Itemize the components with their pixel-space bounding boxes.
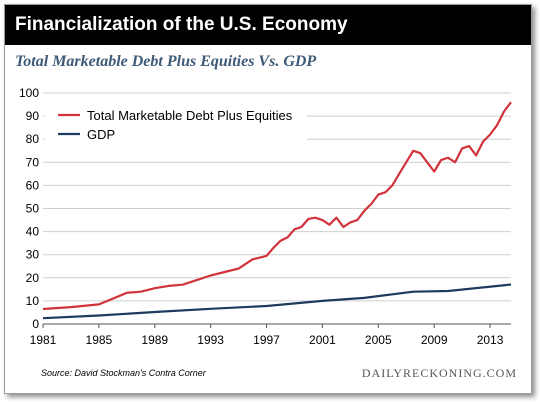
y-tick-label: 10 <box>26 294 40 308</box>
y-tick-label: 90 <box>26 109 40 123</box>
chart-card: Financialization of the U.S. Economy Tot… <box>4 4 532 394</box>
x-tick-label: 1981 <box>30 333 57 347</box>
y-tick-label: 80 <box>26 132 40 146</box>
x-tick-label: 1997 <box>253 333 280 347</box>
y-tick-label: 70 <box>26 155 40 169</box>
x-tick-label: 2009 <box>421 333 448 347</box>
source-note: Source: David Stockman's Contra Corner <box>41 368 206 378</box>
y-tick-label: 100 <box>19 86 39 100</box>
y-tick-label: 0 <box>32 317 39 331</box>
legend-label-debt: Total Marketable Debt Plus Equities <box>87 108 293 123</box>
x-tick-label: 2001 <box>309 333 336 347</box>
axes <box>42 323 511 328</box>
x-tick-label: 1989 <box>141 333 168 347</box>
x-tick-label: 1985 <box>86 333 113 347</box>
x-tick-label: 2013 <box>477 333 504 347</box>
y-tick-label: 40 <box>26 225 40 239</box>
y-tick-label: 30 <box>26 248 40 262</box>
series-line-debt-plus-equities <box>42 101 512 311</box>
brand-watermark: DAILYRECKONING.COM <box>361 366 517 380</box>
legend-label-gdp: GDP <box>87 127 115 142</box>
x-tick-label: 2005 <box>365 333 392 347</box>
y-tick-label: 20 <box>26 271 40 285</box>
y-tick-label: 50 <box>26 202 40 216</box>
series-lines <box>42 101 512 320</box>
series-line-gdp <box>42 283 512 320</box>
legend: Total Marketable Debt Plus Equities GDP <box>45 100 307 145</box>
legend-box <box>45 100 307 145</box>
y-tick-label: 60 <box>26 178 40 192</box>
chart-title: Total Marketable Debt Plus Equities Vs. … <box>15 53 317 70</box>
tick-labels: 0 10 20 30 40 50 60 70 80 90 100 1981 1985 1989 1993 19… <box>19 86 504 347</box>
x-tick-label: 1993 <box>197 333 224 347</box>
page-title: Financialization of the U.S. Economy <box>5 5 531 45</box>
